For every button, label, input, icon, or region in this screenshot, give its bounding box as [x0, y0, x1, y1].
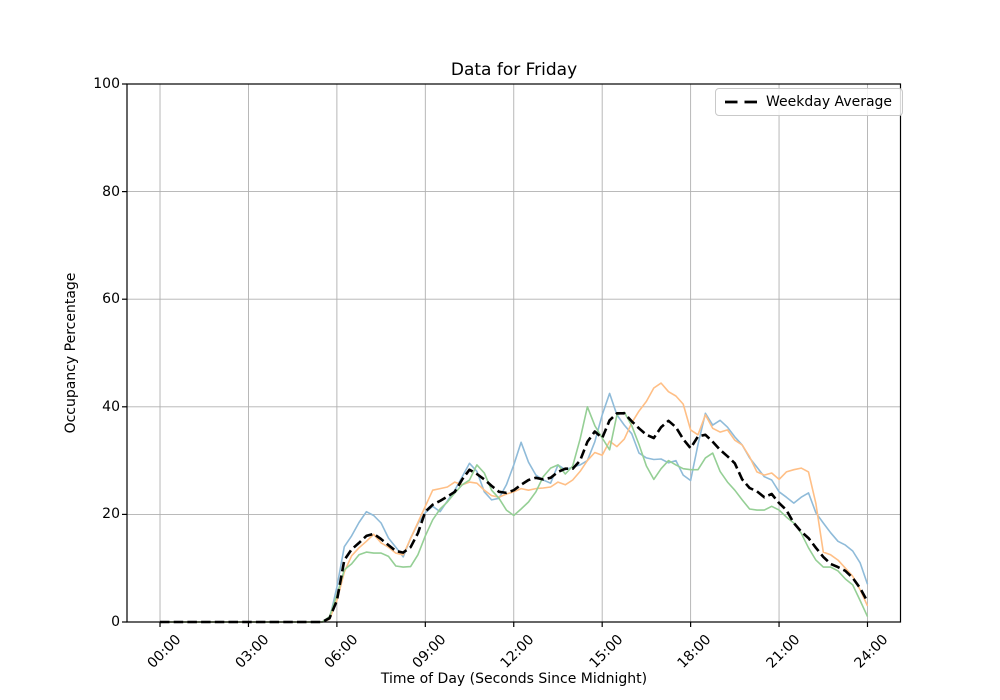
y-axis-label: Occupancy Percentage: [63, 272, 79, 434]
y-tick-label: 80: [102, 183, 120, 200]
x-axis-label: Time of Day (Seconds Since Midnight): [380, 671, 648, 687]
y-tick-label: 0: [111, 614, 120, 630]
y-tick-label: 20: [102, 506, 120, 523]
legend-label: Weekday Average: [766, 94, 893, 110]
y-tick-label: 100: [93, 76, 120, 92]
y-tick-label: 60: [102, 291, 120, 308]
y-tick-label: 40: [102, 398, 120, 415]
chart-title: Data for Friday: [450, 60, 578, 80]
legend-dashed-line-icon: [725, 100, 757, 104]
legend: Weekday Average: [715, 88, 904, 116]
